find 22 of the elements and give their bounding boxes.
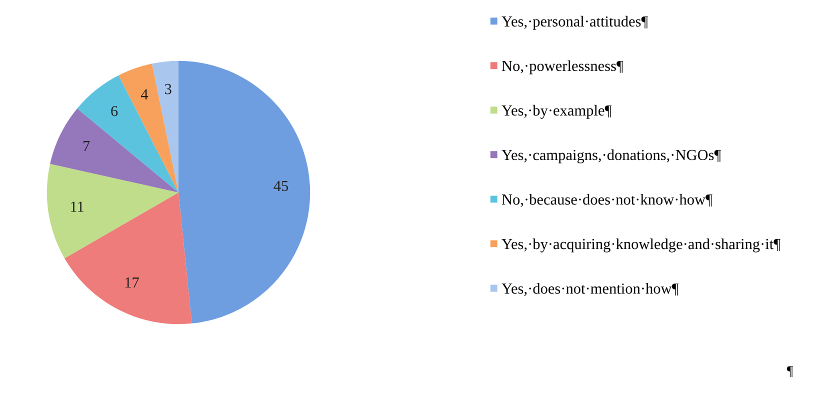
legend-label: Yes,·by·example¶	[502, 104, 612, 119]
pie-slice	[50, 108, 178, 192]
legend-label: No,·because·does·not·know·how¶	[502, 194, 712, 207]
data-label: 11	[71, 202, 84, 212]
legend-label: Yes,·by·acquiring·knowledge·and·sharing·it¶	[502, 238, 780, 252]
legend-label: No,·powerlessness¶	[502, 60, 624, 74]
text: ¶	[786, 366, 793, 378]
data-label: 7	[84, 140, 90, 151]
data-label: 45	[274, 180, 288, 192]
pie-slice	[77, 75, 178, 192]
legend-label: Yes,·personal·attitudes¶	[502, 16, 648, 30]
data-label: 17	[125, 277, 139, 288]
legend-label: Yes,·does·not·mention·how¶	[502, 282, 679, 296]
data-label: 3	[165, 84, 172, 94]
pie-slice	[152, 60, 178, 192]
pie-slice	[64, 192, 192, 324]
data-label: 6	[111, 106, 118, 116]
pie-slice	[118, 64, 178, 192]
pie-slice	[178, 60, 310, 324]
data-label: 4	[140, 89, 148, 100]
pie-slice	[46, 164, 178, 258]
legend-label: Yes,·campaigns,·donations,·NGOs¶	[502, 149, 721, 164]
